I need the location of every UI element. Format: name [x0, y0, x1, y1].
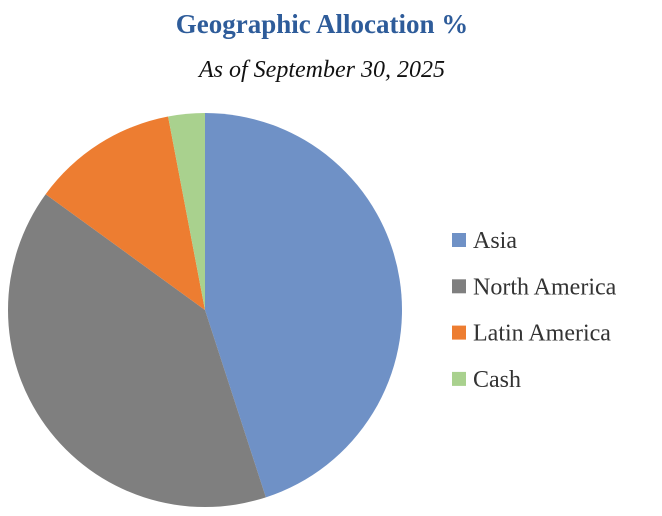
legend-swatch — [452, 371, 466, 386]
legend-label: Cash — [473, 367, 521, 393]
legend-label: North America — [473, 274, 617, 300]
legend-swatch — [452, 279, 466, 294]
pie-slice — [45, 116, 205, 310]
chart-title: Geographic Allocation % — [176, 9, 469, 39]
pie-slice — [168, 113, 205, 310]
legend-label: Asia — [473, 228, 517, 254]
legend-swatch — [452, 233, 466, 247]
legend-label: Latin America — [473, 321, 611, 347]
chart-subtitle: As of September 30, 2025 — [197, 57, 445, 83]
legend-swatch — [452, 325, 466, 340]
pie-slice — [7, 194, 266, 508]
pie-slice — [205, 113, 402, 498]
